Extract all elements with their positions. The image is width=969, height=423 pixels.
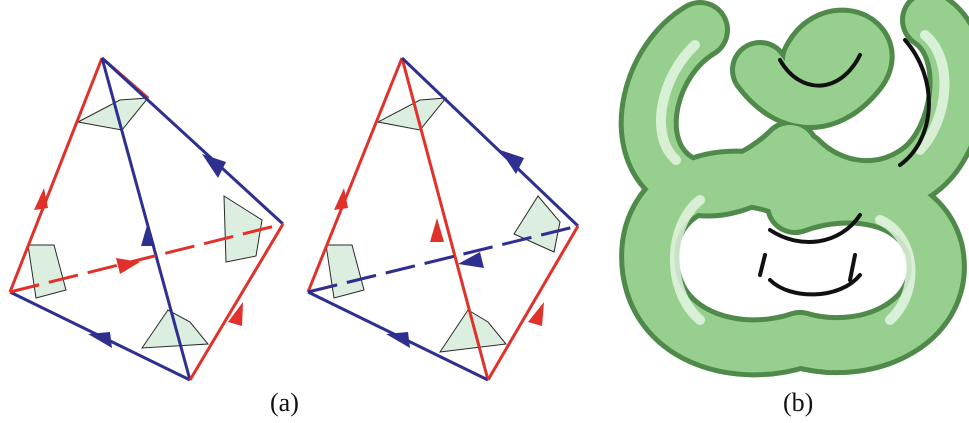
edge-blue-top-right — [100, 56, 285, 226]
arrow-icon — [528, 302, 544, 326]
knot-highlight — [915, 30, 950, 155]
arrow-icon — [34, 188, 48, 210]
tetrahedron-right — [306, 56, 580, 382]
arrow-icon — [458, 252, 484, 268]
edge-blue-center — [100, 57, 192, 381]
caption-b: (b) — [783, 388, 814, 417]
edge-blue-hidden — [307, 224, 579, 294]
edge-blue-top-right — [400, 56, 580, 228]
knot-curve — [758, 253, 767, 277]
arrow-icon — [386, 332, 410, 348]
corner-triangle — [27, 244, 67, 299]
corner-triangle — [376, 97, 448, 131]
edge-red-left-outer — [8, 57, 104, 293]
corner-triangle — [325, 244, 365, 299]
edge-red-center — [400, 57, 490, 381]
arrow-icon — [141, 222, 155, 246]
arrow-icon — [228, 302, 243, 326]
corner-triangle — [513, 195, 561, 253]
arrow-icon — [116, 258, 140, 274]
knot-curve — [768, 273, 862, 297]
knot-curve — [848, 253, 857, 282]
knot-curve — [778, 53, 862, 88]
knot-tube — [618, 0, 969, 378]
knot-highlight — [875, 215, 916, 325]
tetrahedron-left — [8, 56, 285, 382]
corner-triangles-right — [325, 97, 561, 353]
arrow-icon — [334, 188, 348, 210]
knot-curve — [898, 38, 931, 167]
arrow-icon — [202, 154, 226, 178]
arrow-icon — [88, 332, 112, 348]
edge-red-hidden — [9, 222, 284, 294]
edge-red-right — [188, 223, 285, 381]
corner-triangle — [223, 195, 263, 263]
knot-highlight — [669, 195, 705, 325]
caption-a: (a) — [270, 388, 299, 417]
corner-triangles-left — [27, 97, 263, 349]
corner-triangle — [438, 309, 507, 353]
edge-red-left-outer — [306, 57, 404, 293]
arrow-icon — [430, 218, 444, 242]
arrow-icon — [500, 150, 524, 174]
knot-highlight — [656, 40, 700, 165]
knot-curve — [768, 213, 862, 244]
edge-red-right — [486, 225, 580, 381]
